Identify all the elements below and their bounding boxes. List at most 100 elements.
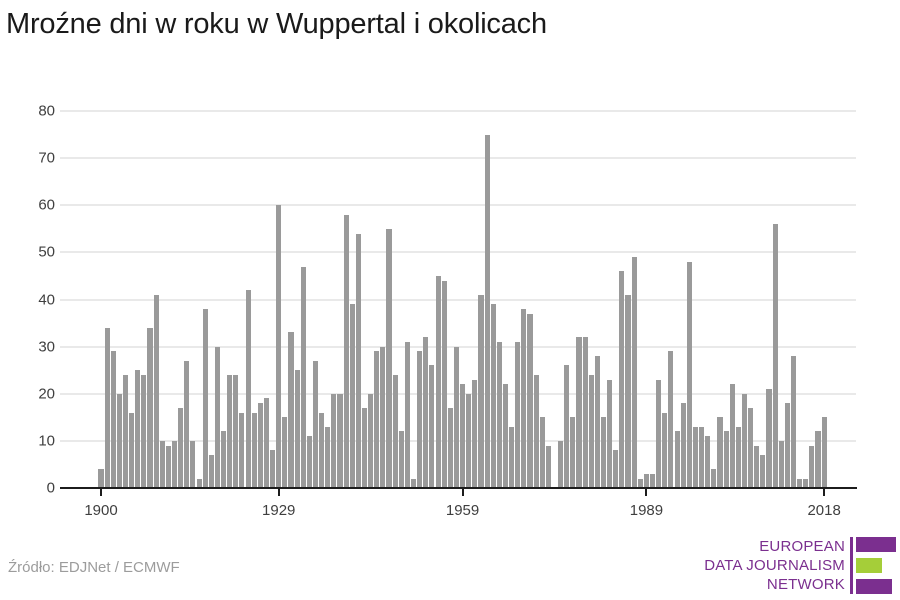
y-tick-label-20: 20	[38, 385, 55, 403]
bar-1989	[643, 473, 649, 488]
bar-2003	[729, 384, 735, 488]
bar-1946	[380, 346, 386, 488]
bar-1971	[533, 374, 539, 488]
x-tick-mark-2018	[823, 489, 826, 496]
x-axis-line	[60, 487, 857, 489]
bar-1930	[282, 417, 288, 488]
logo-bar-green	[856, 558, 882, 573]
bar-1925	[251, 412, 257, 488]
bar-1960	[466, 393, 472, 488]
bar-1922	[233, 374, 239, 488]
bar-1975	[558, 440, 564, 488]
bar-1977	[570, 417, 576, 488]
bar-1991	[656, 379, 662, 488]
x-tick-mark-1900	[100, 489, 102, 496]
bar-1961	[472, 379, 478, 488]
bar-2016	[809, 445, 815, 488]
bar-2009	[766, 389, 772, 488]
page-title: Mroźne dni w roku w Wuppertal i okolicac…	[6, 8, 547, 40]
bar-1937	[325, 426, 331, 488]
bar-2006	[748, 407, 754, 488]
bar-1913	[178, 407, 184, 488]
bar-1972	[539, 417, 545, 488]
gridline-40	[60, 298, 856, 301]
bar-2004	[735, 426, 741, 488]
bar-1908	[147, 327, 153, 488]
bar-1954	[429, 365, 435, 488]
x-tick-label-1900: 1900	[84, 502, 118, 519]
bar-2002	[723, 431, 729, 488]
bar-1955	[435, 275, 441, 488]
bar-1911	[165, 445, 171, 488]
bar-1951	[410, 478, 417, 488]
bar-2001	[717, 417, 723, 488]
bar-1962	[478, 294, 484, 488]
bar-1939	[337, 393, 343, 488]
bar-2013	[790, 356, 797, 488]
logo-line-european: EUROPEAN	[759, 538, 845, 555]
bar-1973	[545, 445, 551, 488]
bar-1936	[319, 412, 325, 488]
bar-1927	[263, 398, 269, 488]
bar-1919	[214, 346, 220, 488]
bar-1985	[619, 271, 625, 488]
bar-1928	[270, 450, 276, 488]
bar-1963	[484, 134, 490, 488]
bar-1999	[705, 436, 711, 488]
y-tick-label-70: 70	[38, 149, 55, 167]
y-tick-label-10: 10	[38, 432, 55, 450]
bar-1933	[300, 266, 306, 488]
y-tick-label-80: 80	[38, 102, 55, 120]
bar-1920	[221, 431, 227, 488]
bar-1904	[122, 374, 129, 488]
bar-2010	[772, 224, 778, 488]
bar-1950	[404, 341, 410, 488]
bar-1915	[190, 440, 196, 488]
x-tick-label-2018: 2018	[807, 502, 841, 519]
bar-2007	[754, 445, 760, 488]
bar-1952	[417, 351, 423, 488]
bar-1992	[662, 412, 668, 488]
gridline-70	[60, 157, 856, 160]
bar-1924	[245, 290, 251, 488]
logo-bars	[853, 537, 896, 594]
bar-1948	[392, 374, 398, 488]
bar-1983	[607, 379, 613, 488]
bar-2005	[741, 393, 748, 488]
bar-1978	[576, 337, 582, 488]
x-tick-label-1959: 1959	[445, 502, 480, 519]
logo-bar-purple-0	[856, 537, 896, 552]
bar-1966	[502, 384, 509, 488]
bar-1943	[361, 407, 368, 488]
bar-1967	[509, 426, 515, 488]
bar-1980	[588, 374, 594, 488]
bar-1905	[129, 412, 135, 488]
bar-1941	[349, 304, 355, 488]
x-tick-label-1989: 1989	[629, 502, 664, 519]
bar-2008	[760, 455, 766, 488]
bar-1903	[116, 393, 122, 488]
bar-1907	[141, 374, 147, 488]
bar-1994	[674, 431, 680, 488]
bar-1912	[171, 440, 178, 488]
bar-1921	[227, 374, 233, 488]
bar-1901	[104, 327, 110, 488]
bar-1940	[343, 214, 349, 488]
bar-1982	[600, 417, 607, 488]
bar-1917	[202, 308, 208, 488]
bar-1916	[196, 478, 202, 488]
bar-1995	[680, 403, 686, 488]
bar-1923	[239, 412, 245, 488]
bar-1902	[110, 351, 116, 488]
bar-2017	[815, 431, 821, 488]
bar-1987	[631, 257, 637, 488]
x-tick-mark-1959	[461, 489, 464, 496]
bar-1934	[306, 436, 312, 488]
bar-1945	[374, 351, 380, 488]
x-tick-label-1929: 1929	[262, 502, 296, 519]
bar-1993	[668, 351, 674, 488]
bar-1984	[613, 450, 619, 488]
logo-vertical-rule	[850, 537, 853, 594]
logo-line-data-journalism: DATA JOURNALISM	[704, 557, 845, 574]
